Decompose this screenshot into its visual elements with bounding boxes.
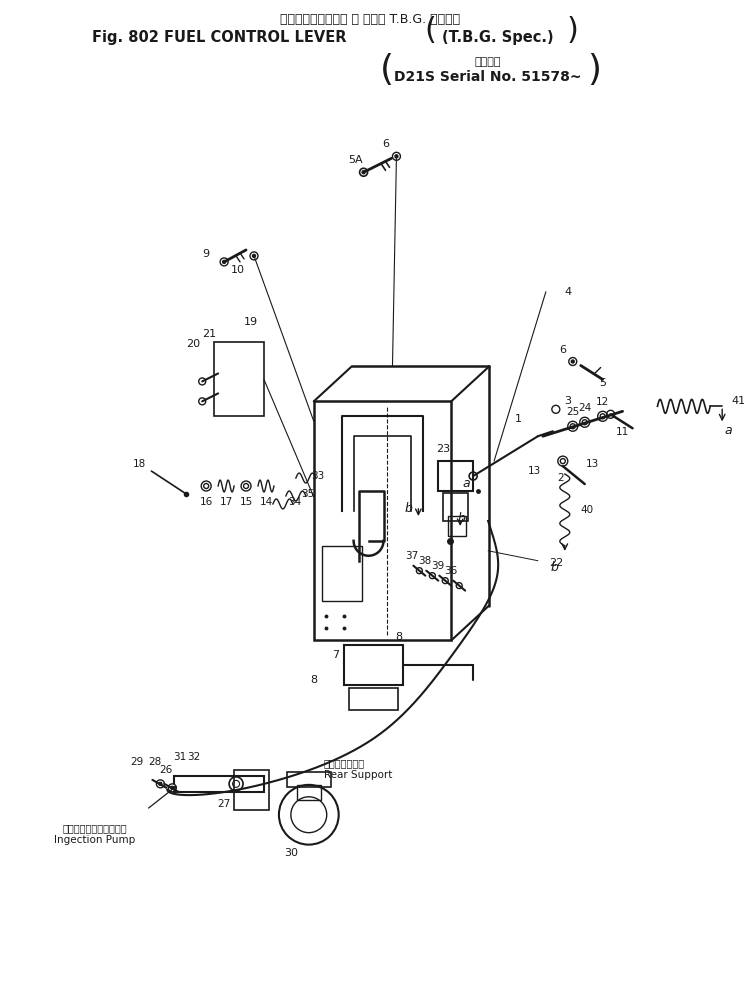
Text: b: b (405, 502, 412, 515)
Bar (314, 401, 452, 641)
Text: Rear Support: Rear Support (324, 770, 392, 780)
Text: 8: 8 (310, 675, 318, 686)
Text: 26: 26 (160, 765, 173, 775)
Text: 21: 21 (202, 329, 217, 338)
Text: 2: 2 (557, 473, 564, 483)
Text: 24: 24 (578, 403, 591, 413)
Circle shape (168, 784, 176, 792)
Text: b: b (551, 561, 559, 574)
Circle shape (359, 169, 368, 177)
Text: 3: 3 (564, 396, 571, 406)
Circle shape (417, 568, 423, 574)
Text: 35: 35 (301, 489, 315, 499)
Text: 15: 15 (240, 497, 253, 507)
Text: 5A: 5A (348, 155, 363, 165)
Circle shape (395, 155, 398, 158)
Text: 29: 29 (130, 757, 143, 767)
Circle shape (220, 258, 228, 266)
Circle shape (156, 780, 164, 788)
Text: 18: 18 (133, 459, 146, 469)
Text: 37: 37 (405, 550, 418, 561)
Bar (344, 645, 403, 686)
Circle shape (250, 252, 258, 260)
Circle shape (252, 254, 255, 257)
Text: 8: 8 (395, 633, 402, 643)
Text: a: a (462, 477, 470, 490)
Circle shape (393, 152, 400, 160)
Bar (321, 545, 362, 600)
Circle shape (171, 787, 174, 790)
Text: ): ) (587, 53, 600, 86)
Text: (T.B.G. Spec.): (T.B.G. Spec.) (442, 30, 554, 45)
Bar (174, 776, 264, 792)
Circle shape (222, 260, 225, 263)
Bar (349, 689, 399, 710)
Text: 33: 33 (311, 471, 324, 481)
Circle shape (362, 171, 365, 174)
Text: 13: 13 (586, 459, 600, 469)
Text: 25: 25 (566, 407, 580, 417)
Text: 適用号機: 適用号機 (475, 57, 501, 67)
Bar (214, 341, 264, 416)
Text: 12: 12 (596, 397, 609, 407)
Circle shape (429, 573, 435, 579)
Bar (297, 785, 321, 800)
Text: 9: 9 (202, 249, 210, 259)
Text: 41: 41 (731, 396, 744, 406)
Text: 10: 10 (231, 265, 245, 275)
Text: 32: 32 (187, 752, 201, 762)
Circle shape (442, 578, 448, 584)
Text: 30: 30 (284, 848, 298, 857)
Bar (448, 516, 466, 536)
Text: 38: 38 (417, 555, 431, 566)
Text: 40: 40 (580, 505, 593, 515)
Text: 39: 39 (431, 561, 444, 571)
Text: 36: 36 (445, 566, 458, 576)
Text: 20: 20 (186, 338, 200, 348)
Text: D21S Serial No. 51578~: D21S Serial No. 51578~ (394, 70, 582, 83)
Text: b: b (458, 512, 465, 526)
Circle shape (159, 783, 162, 786)
Text: (: ( (424, 17, 436, 45)
Text: 16: 16 (199, 497, 213, 507)
Text: 1: 1 (515, 414, 522, 424)
Text: フェルコントロール レ バー（ T.B.G. 仕　様）: フェルコントロール レ バー（ T.B.G. 仕 様） (280, 14, 461, 26)
Text: 17: 17 (219, 497, 233, 507)
Text: 5: 5 (599, 379, 606, 388)
Text: a: a (725, 424, 732, 437)
Text: 4: 4 (564, 286, 571, 297)
Bar (234, 770, 269, 809)
Bar (287, 772, 331, 787)
Text: 27: 27 (217, 799, 231, 808)
Text: 13: 13 (528, 466, 542, 476)
Circle shape (571, 360, 574, 363)
Text: 28: 28 (148, 757, 161, 767)
Circle shape (456, 583, 462, 589)
Text: インジェクションポンプ: インジェクションポンプ (62, 823, 127, 833)
Text: 14: 14 (260, 497, 272, 507)
Text: 23: 23 (436, 444, 450, 454)
Circle shape (568, 357, 577, 366)
Text: 31: 31 (173, 752, 186, 762)
Text: 19: 19 (244, 317, 258, 327)
Text: 34: 34 (288, 497, 301, 507)
Text: ): ) (567, 17, 579, 45)
Text: 22: 22 (549, 558, 563, 568)
Text: (: ( (379, 53, 394, 86)
Text: Ingection Pump: Ingection Pump (54, 835, 135, 845)
Text: Fig. 802 FUEL CONTROL LEVER: Fig. 802 FUEL CONTROL LEVER (92, 30, 347, 45)
Text: 7: 7 (332, 650, 339, 660)
Text: 6: 6 (382, 139, 389, 149)
Bar (443, 493, 468, 521)
Text: リアーサポート: リアーサポート (324, 758, 365, 768)
Bar (438, 461, 473, 491)
Text: 6: 6 (559, 344, 566, 354)
Text: 11: 11 (616, 428, 629, 438)
